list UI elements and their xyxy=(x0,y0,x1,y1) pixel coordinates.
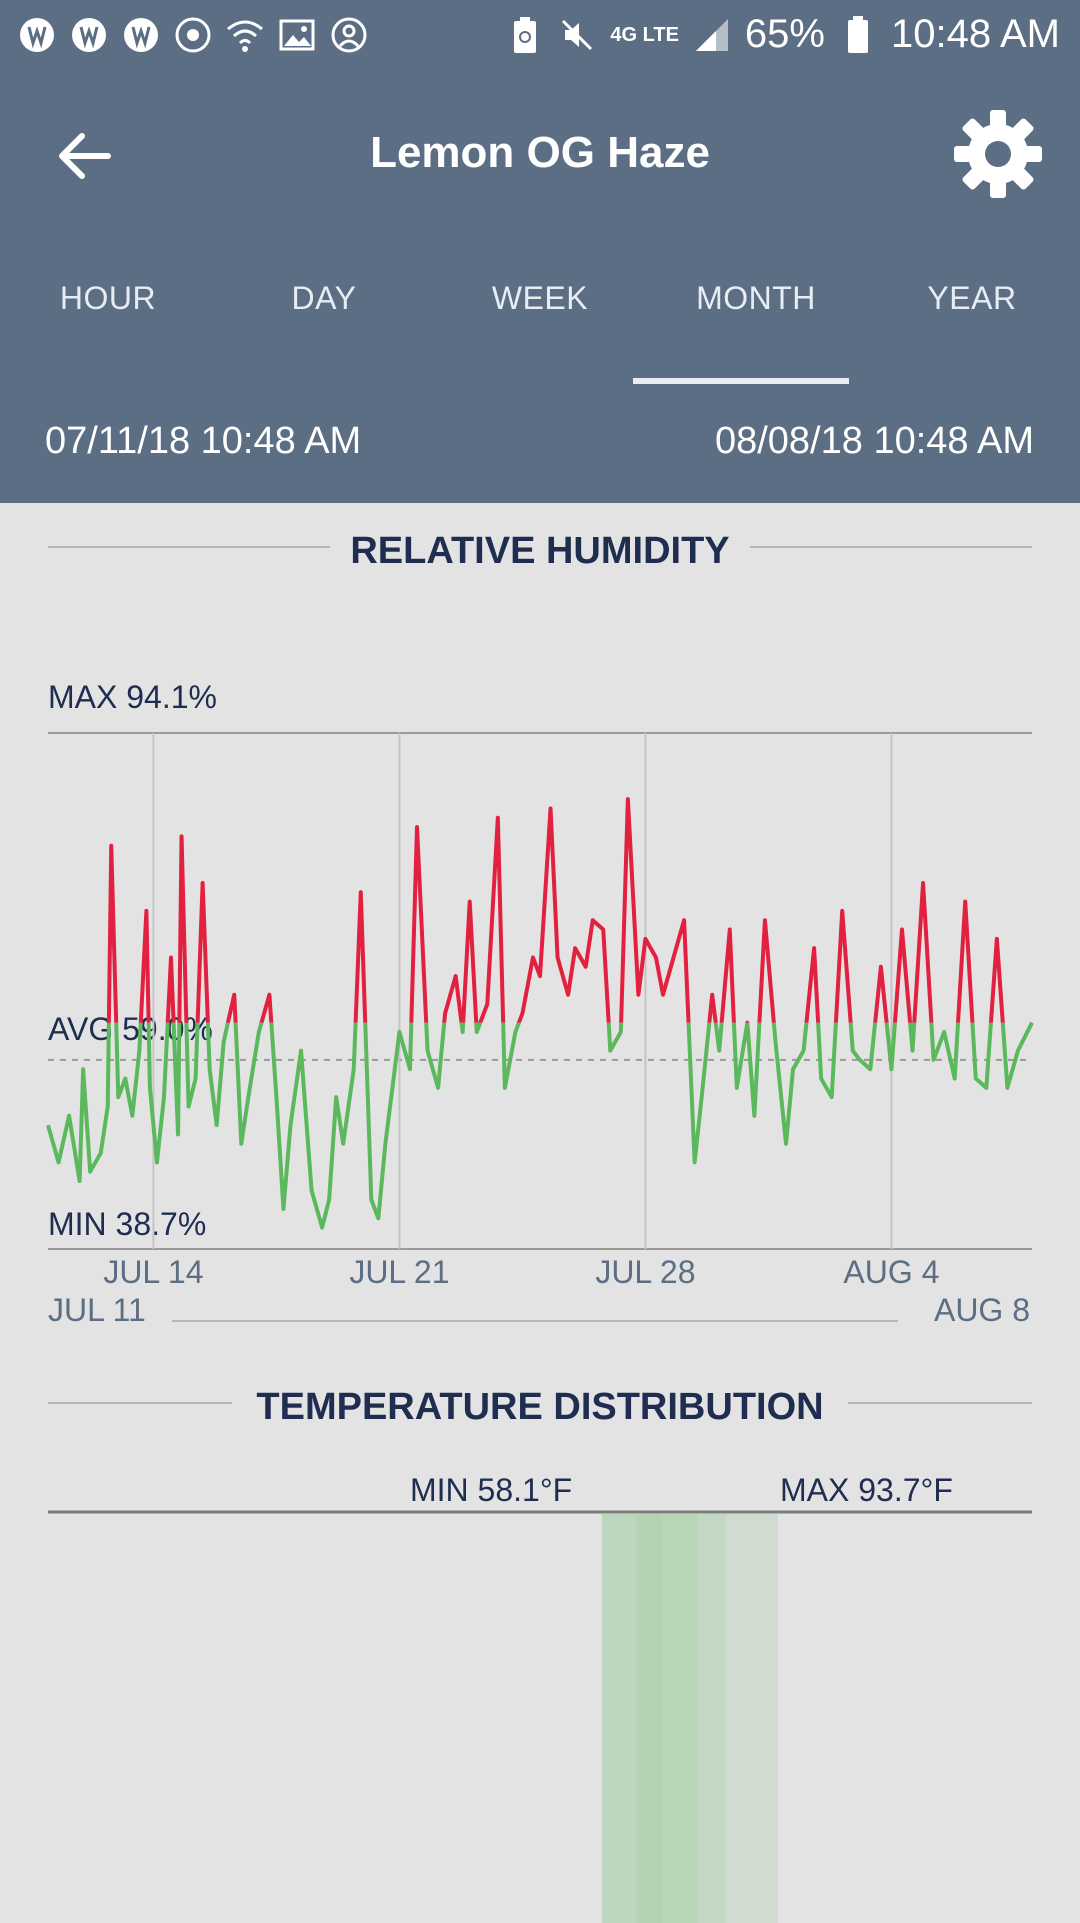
temp-min-label: MIN 58.1°F xyxy=(410,1472,572,1508)
status-left-icons xyxy=(18,16,368,54)
app-icon xyxy=(122,16,160,54)
x-tick-label: JUL 21 xyxy=(349,1254,449,1290)
chrome-icon xyxy=(174,16,212,54)
temperature-chart: TEMPERATURE DISTRIBUTION MIN 58.1°F MAX … xyxy=(0,1363,1080,1923)
gear-icon[interactable] xyxy=(950,106,1046,202)
battery-percent: 65% xyxy=(745,12,825,57)
status-bar: 4G LTE 65% 10:48 AM xyxy=(0,0,1080,76)
temperature-title: TEMPERATURE DISTRIBUTION xyxy=(256,1386,823,1428)
tab-hour[interactable]: HOUR xyxy=(0,280,216,350)
min-label: MIN 38.7% xyxy=(48,1206,206,1242)
account-icon xyxy=(330,16,368,54)
tab-month[interactable]: MONTH xyxy=(648,280,864,350)
x-tick-label: JUL 28 xyxy=(595,1254,695,1290)
tab-week[interactable]: WEEK xyxy=(432,280,648,350)
app-icon xyxy=(18,16,56,54)
battery-saver-icon xyxy=(506,16,544,54)
x-tick-label: AUG 4 xyxy=(843,1254,939,1290)
signal-icon xyxy=(693,16,731,54)
humidity-chart: RELATIVE HUMIDITY MAX 94.1% AVG 59.0% MI… xyxy=(0,503,1080,1363)
max-label: MAX 94.1% xyxy=(48,679,217,715)
image-icon xyxy=(278,16,316,54)
tab-year[interactable]: YEAR xyxy=(864,280,1080,350)
range-end: 08/08/18 10:48 AM xyxy=(715,420,1034,463)
time-range-tabs: HOUR DAY WEEK MONTH YEAR xyxy=(0,280,1080,350)
temp-max-label: MAX 93.7°F xyxy=(780,1472,953,1508)
range-start: 07/11/18 10:48 AM xyxy=(45,420,361,463)
charts-panel: RELATIVE HUMIDITY MAX 94.1% AVG 59.0% MI… xyxy=(0,503,1080,1920)
app-bar: Lemon OG Haze xyxy=(0,100,1080,210)
status-right: 4G LTE 65% 10:48 AM xyxy=(506,12,1060,57)
page-title: Lemon OG Haze xyxy=(0,128,1080,178)
header: 4G LTE 65% 10:48 AM Lemon OG Haze xyxy=(0,0,1080,503)
temp-band xyxy=(662,1514,698,1923)
tab-indicator xyxy=(633,378,849,384)
humidity-title: RELATIVE HUMIDITY xyxy=(350,530,729,572)
range-end-label: AUG 8 xyxy=(934,1292,1030,1328)
tab-day[interactable]: DAY xyxy=(216,280,432,350)
app-icon xyxy=(70,16,108,54)
range-start-label: JUL 11 xyxy=(48,1292,146,1328)
mute-icon xyxy=(558,16,596,54)
battery-icon xyxy=(839,16,877,54)
clock: 10:48 AM xyxy=(891,12,1060,57)
network-type: 4G LTE xyxy=(610,26,679,44)
x-tick-label: JUL 14 xyxy=(103,1254,203,1290)
wifi-icon xyxy=(226,16,264,54)
